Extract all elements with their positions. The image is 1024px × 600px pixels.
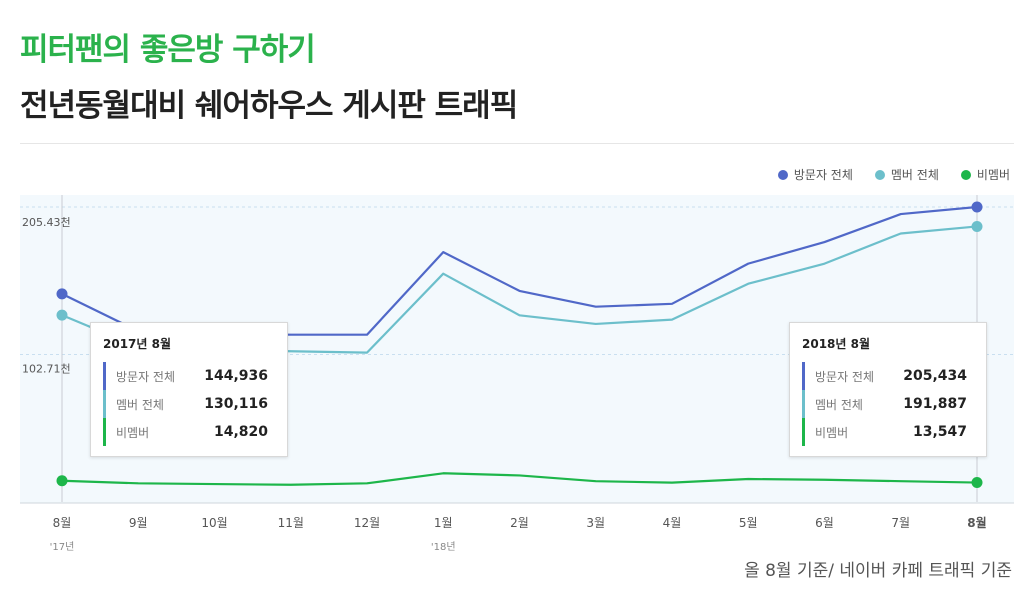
tooltip-date: 2017년 8월 <box>103 337 172 351</box>
legend-dot-icon <box>777 169 788 180</box>
tooltip-value: 144,936 <box>204 368 268 384</box>
x-tick-label: 2월 <box>510 516 529 530</box>
legend-label: 방문자 전체 <box>793 168 853 182</box>
chart-legend: 방문자 전체 멤버 전체 비멤버 <box>777 166 1010 183</box>
series-line-2 <box>61 472 978 486</box>
legend-dot-icon <box>874 169 885 180</box>
tooltip-value: 14,820 <box>213 424 268 440</box>
tooltip-date: 2018년 8월 <box>802 337 871 351</box>
data-point <box>971 477 983 489</box>
tooltip-row: 방문자 전체 144,936 <box>103 362 273 390</box>
data-point <box>971 201 983 213</box>
tooltip-value: 205,434 <box>903 368 967 384</box>
x-tick-label: 4월 <box>663 516 682 530</box>
legend-item-nonmembers[interactable]: 비멤버 <box>960 166 1010 183</box>
tooltip-row: 비멤버 14,820 <box>103 418 273 446</box>
data-point <box>56 309 68 321</box>
x-tick-label: 12월 <box>354 516 380 530</box>
tooltip-2018-08: 2018년 8월 방문자 전체 205,434 멤버 전체 191,887 비멤… <box>789 322 987 457</box>
x-tick-label: 8월 <box>967 515 986 530</box>
tooltip-label: 방문자 전체 <box>116 369 176 384</box>
tooltip-row: 방문자 전체 205,434 <box>802 362 972 390</box>
x-tick-label: 11월 <box>278 516 304 530</box>
x-year-label: '17년 <box>50 541 75 553</box>
y-tick-label: 102.71천 <box>22 362 71 376</box>
y-tick-label: 205.43천 <box>22 215 71 229</box>
header-divider <box>20 143 1014 144</box>
x-tick-label: 8월 <box>53 516 72 530</box>
tooltip-label: 비멤버 <box>116 425 150 440</box>
tooltip-row: 멤버 전체 130,116 <box>103 390 273 418</box>
legend-item-members[interactable]: 멤버 전체 <box>874 166 939 183</box>
tooltip-color-bar <box>802 390 805 418</box>
source-footnote: 올 8월 기준/ 네이버 카페 트래픽 기준 <box>744 561 1012 581</box>
tooltip-color-bar <box>802 362 805 390</box>
tooltip-value: 191,887 <box>903 396 967 412</box>
x-tick-label: 10월 <box>201 516 227 530</box>
tooltip-color-bar <box>802 418 805 446</box>
x-tick-label: 5월 <box>739 516 758 530</box>
x-tick-label: 3월 <box>586 516 605 530</box>
data-point <box>971 220 983 232</box>
x-tick-label: 7월 <box>891 516 910 530</box>
traffic-line-chart: 205.43천 102.71천 8월 '17년 9월 10월 11월 12월 1월 '18년 2월 3… <box>20 195 1014 553</box>
tooltip-label: 멤버 전체 <box>116 397 164 412</box>
tooltip-color-bar <box>103 418 106 446</box>
x-tick-label: 9월 <box>129 516 148 530</box>
data-point <box>56 475 68 487</box>
tooltip-color-bar <box>103 362 106 390</box>
tooltip-value: 130,116 <box>204 396 268 412</box>
tooltip-label: 멤버 전체 <box>815 397 863 412</box>
legend-label: 비멤버 <box>976 168 1010 182</box>
legend-item-visitors[interactable]: 방문자 전체 <box>777 166 853 183</box>
legend-dot-icon <box>960 169 971 180</box>
x-year-label: '18년 <box>431 541 456 553</box>
x-tick-label: 6월 <box>815 516 834 530</box>
x-tick-label: 1월 <box>434 516 453 530</box>
tooltip-value: 13,547 <box>912 424 967 440</box>
tooltip-row: 비멤버 13,547 <box>802 418 972 446</box>
data-point <box>56 288 68 300</box>
tooltip-row: 멤버 전체 191,887 <box>802 390 972 418</box>
tooltip-color-bar <box>103 390 106 418</box>
tooltip-label: 방문자 전체 <box>815 369 875 384</box>
page-title: 피터팬의 좋은방 구하기 <box>20 32 316 68</box>
tooltip-2017-08: 2017년 8월 방문자 전체 144,936 멤버 전체 130,116 비멤… <box>90 322 288 457</box>
page-subtitle: 전년동월대비 쉐어하우스 게시판 트래픽 <box>20 88 518 124</box>
tooltip-label: 비멤버 <box>815 425 849 440</box>
legend-label: 멤버 전체 <box>890 168 939 182</box>
